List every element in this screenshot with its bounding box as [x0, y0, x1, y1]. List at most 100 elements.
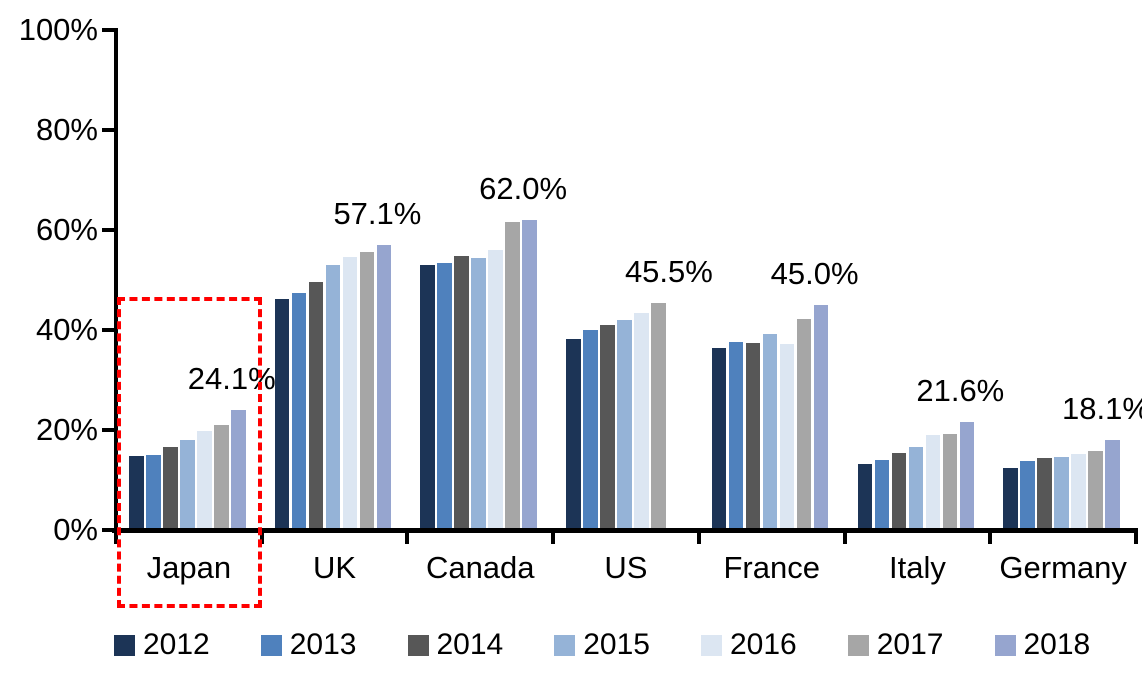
bar-italy-2012	[857, 463, 873, 530]
x-axis-tick	[405, 528, 410, 544]
bar-japan-2015	[180, 440, 195, 530]
data-label-italy: 21.6%	[916, 373, 1005, 408]
bar-us-2012	[566, 339, 581, 530]
legend-label: 2013	[289, 628, 357, 661]
bar-france-2018	[813, 305, 829, 530]
legend-label: 2018	[1023, 628, 1091, 661]
legend-swatch-2018	[994, 634, 1016, 656]
x-axis-tick	[114, 528, 118, 544]
bar-uk-2013	[291, 292, 307, 530]
legend-item-2013: 2013	[260, 628, 357, 661]
legend-swatch-2016	[701, 634, 722, 656]
legend-item-2018: 2018	[994, 628, 1091, 661]
bar-uk-2016	[342, 257, 358, 530]
x-axis-label-uk: UK	[312, 550, 357, 585]
legend-swatch-2017	[847, 634, 869, 656]
data-label-us: 45.5%	[624, 253, 713, 289]
bar-uk-2017	[359, 251, 375, 530]
bar-germany-2012	[1003, 467, 1018, 530]
bar-us-2016	[634, 312, 649, 530]
y-axis-tick-label: 40%	[35, 312, 98, 347]
bar-germany-2017	[1088, 451, 1103, 530]
y-axis-tick	[102, 28, 116, 32]
x-axis-label-france: France	[723, 550, 820, 585]
legend-item-2016: 2016	[701, 629, 797, 661]
bar-italy-2013	[874, 459, 890, 530]
bar-italy-2016	[925, 435, 941, 530]
bar-germany-2016	[1071, 453, 1086, 530]
x-axis-tick	[1134, 528, 1138, 544]
bar-uk-2014	[308, 281, 324, 530]
bar-canada-2014	[454, 256, 469, 530]
x-axis-label-japan: Japan	[146, 550, 232, 585]
bar-france-2014	[745, 342, 761, 530]
bar-japan-2017	[214, 425, 229, 530]
bar-italy-2017	[942, 434, 958, 530]
y-axis-tick	[102, 528, 116, 532]
bar-germany-2014	[1037, 458, 1052, 530]
x-axis-label-italy: Italy	[889, 550, 946, 585]
bar-france-2013	[728, 342, 744, 530]
legend-label: 2016	[730, 628, 797, 661]
y-axis-tick	[102, 328, 116, 332]
bar-japan-2013	[146, 454, 161, 530]
x-axis-tick	[988, 528, 993, 544]
x-axis-line	[112, 528, 1138, 533]
bar-uk-2018	[376, 244, 392, 530]
bar-japan-2012	[129, 456, 144, 530]
data-label-canada: 62.0%	[479, 171, 568, 206]
bar-canada-2018	[522, 220, 537, 530]
y-axis-tick-label: 0%	[53, 512, 98, 547]
legend-item-2017: 2017	[847, 628, 944, 661]
bar-germany-2018	[1105, 439, 1120, 530]
y-axis-tick	[102, 228, 116, 232]
bar-france-2017	[796, 319, 812, 530]
bar-canada-2013	[437, 263, 452, 530]
data-label-germany: 18.1%	[1062, 390, 1142, 426]
y-axis-tick	[102, 128, 116, 132]
legend-item-2014: 2014	[407, 628, 504, 661]
x-axis-tick	[696, 528, 701, 544]
bar-france-2015	[762, 334, 778, 530]
bar-japan-2018	[231, 409, 246, 530]
bar-italy-2015	[908, 446, 924, 530]
x-axis-label-us: US	[604, 550, 648, 585]
bar-japan-2016	[197, 430, 212, 530]
legend-swatch-2015	[554, 634, 576, 656]
bar-us-2014	[600, 325, 615, 530]
bar-us-2015	[617, 319, 632, 530]
x-axis-tick	[551, 528, 556, 544]
bar-france-2016	[779, 343, 795, 530]
y-axis-tick	[102, 428, 116, 432]
x-axis-tick	[842, 528, 847, 544]
legend: 2012 2013 2014 2015 2016 2017 2018	[114, 629, 1090, 661]
y-axis-tick-label: 60%	[35, 212, 98, 247]
legend-label: 2014	[436, 628, 504, 661]
bar-canada-2017	[505, 222, 520, 530]
y-axis-line	[114, 28, 118, 533]
y-axis-tick-label: 100%	[18, 12, 98, 47]
japan-highlight-box	[117, 297, 262, 608]
bar-italy-2014	[891, 453, 907, 530]
bar-germany-2013	[1020, 460, 1035, 530]
data-label-uk: 57.1%	[333, 195, 422, 231]
bar-us-2017	[651, 302, 666, 530]
legend-label: 2017	[876, 628, 944, 661]
legend-swatch-2014	[407, 634, 429, 656]
legend-item-2015: 2015	[554, 629, 650, 661]
y-axis-tick-label: 80%	[35, 112, 98, 147]
legend-swatch-2012	[114, 634, 135, 656]
data-label-france: 45.0%	[770, 256, 859, 291]
bar-germany-2015	[1054, 456, 1069, 530]
legend-label: 2015	[583, 628, 650, 661]
x-axis-label-canada: Canada	[425, 550, 535, 585]
x-axis-label-germany: Germany	[999, 550, 1127, 585]
legend-item-2012: 2012	[114, 629, 210, 661]
bar-uk-2015	[325, 264, 341, 530]
bar-italy-2018	[959, 422, 975, 530]
y-axis-tick-label: 20%	[35, 412, 98, 447]
bar-canada-2015	[471, 258, 486, 530]
legend-label: 2012	[143, 628, 210, 661]
bar-canada-2012	[420, 265, 435, 530]
